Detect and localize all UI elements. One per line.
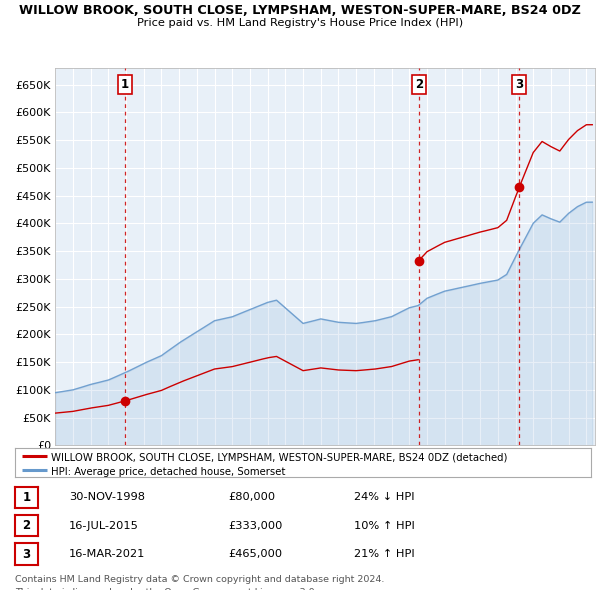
Text: £333,000: £333,000 — [228, 521, 283, 530]
Text: 24% ↓ HPI: 24% ↓ HPI — [354, 493, 415, 502]
Text: 16-MAR-2021: 16-MAR-2021 — [69, 549, 145, 559]
Text: This data is licensed under the Open Government Licence v3.0.: This data is licensed under the Open Gov… — [15, 588, 317, 590]
Text: 1: 1 — [22, 491, 31, 504]
Text: 1: 1 — [121, 78, 128, 91]
Text: 3: 3 — [22, 548, 31, 560]
Text: WILLOW BROOK, SOUTH CLOSE, LYMPSHAM, WESTON-SUPER-MARE, BS24 0DZ: WILLOW BROOK, SOUTH CLOSE, LYMPSHAM, WES… — [19, 4, 581, 17]
Text: 2: 2 — [22, 519, 31, 532]
Text: £80,000: £80,000 — [228, 493, 275, 502]
Text: 16-JUL-2015: 16-JUL-2015 — [69, 521, 139, 530]
Text: Price paid vs. HM Land Registry's House Price Index (HPI): Price paid vs. HM Land Registry's House … — [137, 18, 463, 28]
Text: 21% ↑ HPI: 21% ↑ HPI — [354, 549, 415, 559]
Text: £465,000: £465,000 — [228, 549, 282, 559]
Text: HPI: Average price, detached house, Somerset: HPI: Average price, detached house, Some… — [51, 467, 285, 477]
Text: 2: 2 — [415, 78, 423, 91]
Text: WILLOW BROOK, SOUTH CLOSE, LYMPSHAM, WESTON-SUPER-MARE, BS24 0DZ (detached): WILLOW BROOK, SOUTH CLOSE, LYMPSHAM, WES… — [51, 453, 507, 463]
Text: Contains HM Land Registry data © Crown copyright and database right 2024.: Contains HM Land Registry data © Crown c… — [15, 575, 385, 584]
Text: 30-NOV-1998: 30-NOV-1998 — [69, 493, 145, 502]
Text: 3: 3 — [515, 78, 523, 91]
Text: 10% ↑ HPI: 10% ↑ HPI — [354, 521, 415, 530]
